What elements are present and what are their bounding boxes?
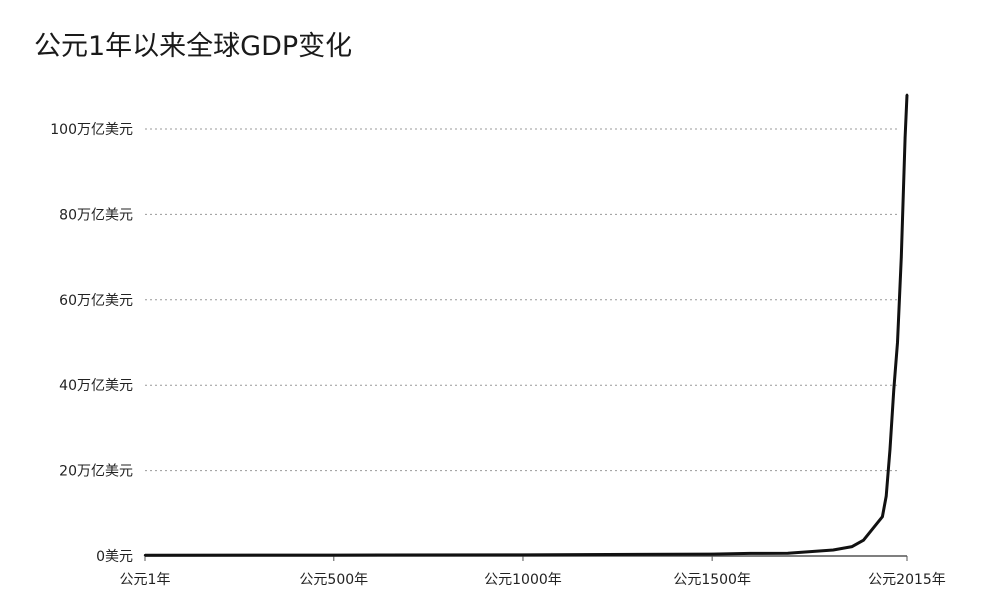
data-point <box>748 552 752 555</box>
data-point <box>710 552 714 556</box>
data-point <box>903 136 907 139</box>
data-point <box>892 388 895 391</box>
chart-title: 公元1年以来全球GDP变化 <box>34 31 353 62</box>
data-point <box>888 448 892 451</box>
x-tick-label: 公元1年 <box>120 572 171 588</box>
y-tick-label: 40万亿美元 <box>59 378 133 394</box>
data-point <box>832 548 835 552</box>
data-point <box>850 545 854 548</box>
x-tick-label: 公元2015年 <box>868 572 946 588</box>
data-point <box>900 255 903 259</box>
x-tick-label: 公元1500年 <box>673 572 751 588</box>
y-tick-label: 100万亿美元 <box>50 122 133 138</box>
y-tick-label: 20万亿美元 <box>59 464 133 480</box>
data-point <box>786 552 790 555</box>
y-tick-label: 0美元 <box>96 549 133 565</box>
data-point <box>862 539 865 542</box>
data-point <box>143 554 147 557</box>
x-tick-label: 公元500年 <box>299 572 368 588</box>
data-point <box>332 553 335 557</box>
x-tick-label: 公元1000年 <box>484 572 562 588</box>
y-tick-label: 80万亿美元 <box>59 207 133 223</box>
data-point <box>896 341 899 344</box>
data-point <box>521 553 525 557</box>
data-point <box>884 495 888 498</box>
y-tick-label: 60万亿美元 <box>59 293 133 309</box>
data-point <box>881 515 884 518</box>
data-point <box>905 93 909 97</box>
series-line <box>144 94 909 557</box>
